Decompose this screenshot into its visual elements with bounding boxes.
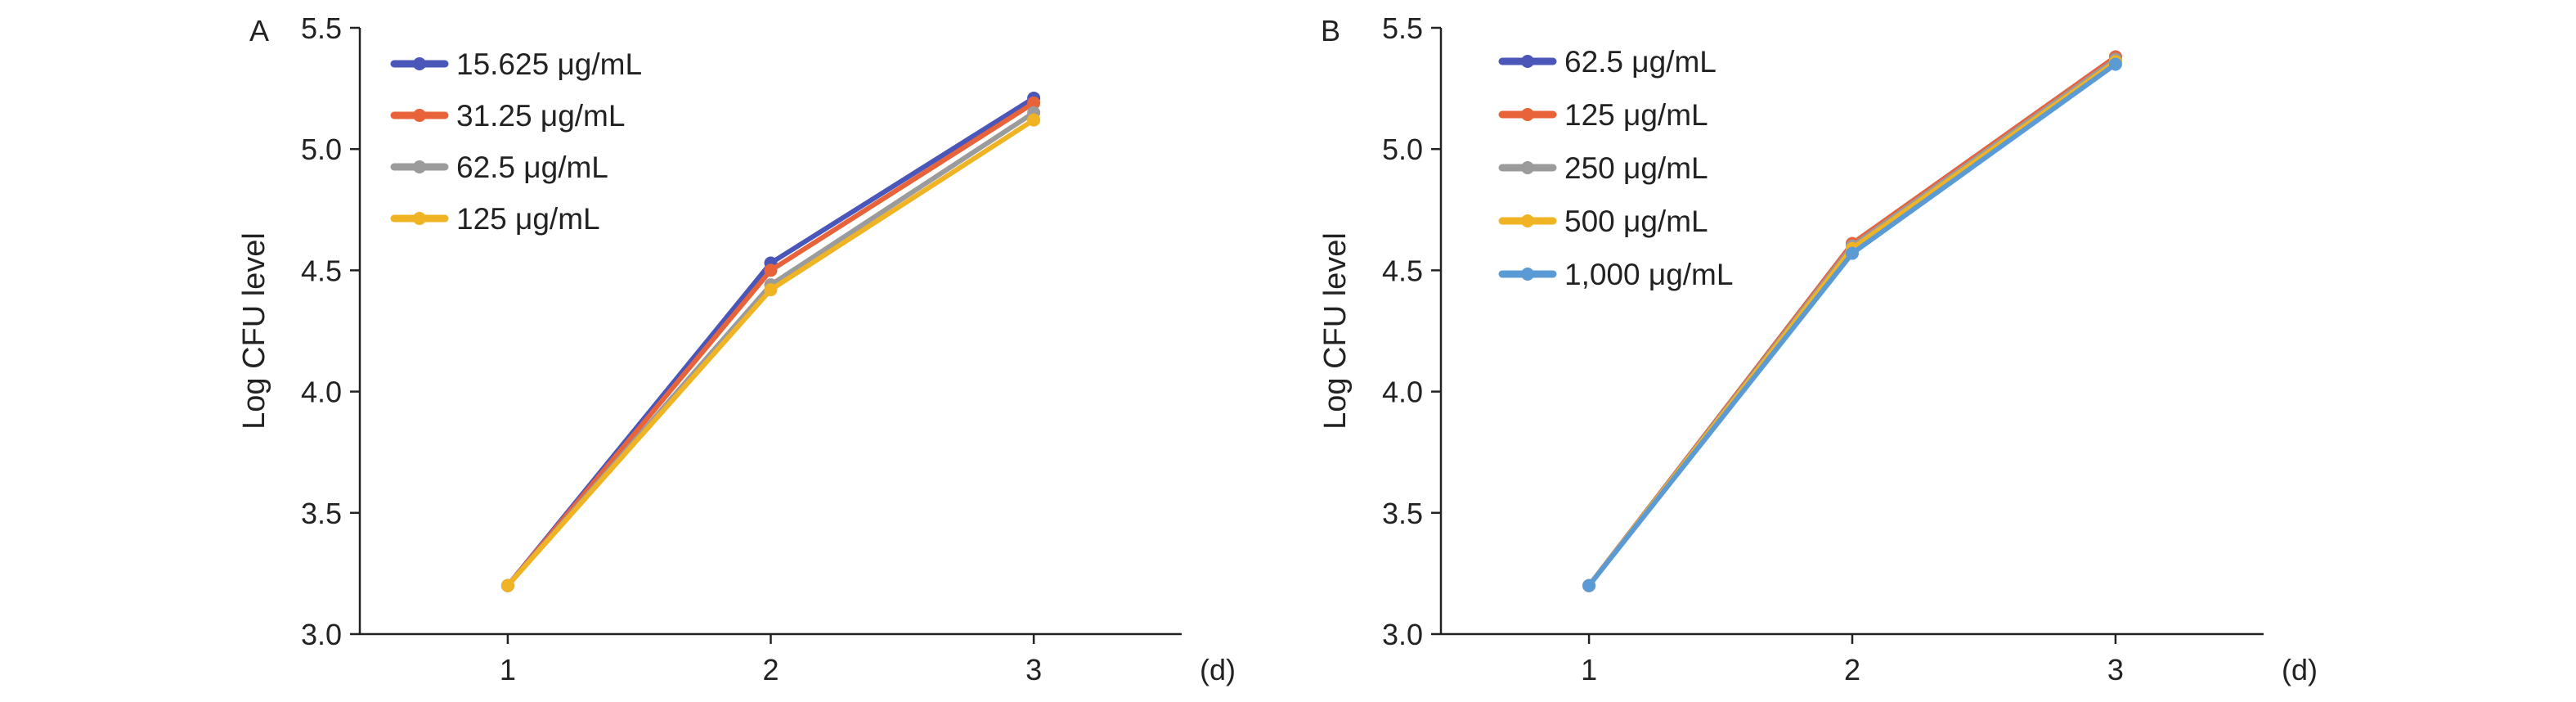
data-point-s3-p1: [764, 283, 778, 297]
chart-panel-b: B 3.0 3.5 4.0 4.5 5.0 5.5 1 2 3 (d) Log CFU level 62…: [1318, 11, 2318, 686]
x-axis-label: (d): [1200, 653, 1236, 686]
x-axis-label: (d): [2282, 653, 2318, 686]
data-point-s4-p2: [2108, 57, 2122, 71]
series-line-4: [1586, 61, 2118, 588]
y-tick-label: 5.5: [1382, 11, 1423, 45]
x-tick-label: 2: [1844, 653, 1860, 686]
x-tick-label: 3: [2107, 653, 2124, 686]
legend-label: 62.5 μg/mL: [1564, 45, 1717, 79]
legend-label: 31.25 μg/mL: [456, 99, 625, 133]
chart-panel-a: A 3.0 3.5 4.0 4.5 5.0 5.5 1 2 3 (d) Log CFU level 15…: [237, 11, 1236, 686]
legend-swatch-marker: [1521, 161, 1534, 174]
data-point-s4-p1: [1846, 246, 1859, 260]
data-point-s3-p2: [1027, 113, 1041, 127]
panel-label: B: [1321, 14, 1340, 47]
data-point-s1-p1: [764, 263, 778, 277]
legend-label: 125 μg/mL: [456, 202, 600, 236]
y-tick-label: 5.5: [301, 11, 342, 45]
y-tick-label: 3.5: [301, 497, 342, 530]
legend-swatch-marker: [1521, 214, 1534, 227]
legend-swatch-marker: [413, 57, 426, 70]
series-line-3: [505, 117, 1037, 588]
y-tick-label: 3.5: [1382, 497, 1423, 530]
series-line-0: [1586, 54, 2118, 588]
data-point-s1-p2: [1027, 96, 1041, 110]
series-line-1: [1586, 54, 2118, 588]
y-tick-label: 4.0: [1382, 376, 1423, 409]
panel-label: A: [249, 14, 269, 47]
data-point-s4-p0: [1582, 578, 1596, 592]
y-tick-label: 4.0: [301, 376, 342, 409]
y-tick-label: 5.0: [1382, 133, 1423, 166]
y-axis-label: Log CFU level: [1318, 232, 1353, 430]
y-tick-label: 4.5: [1382, 254, 1423, 287]
y-tick-label: 3.0: [1382, 618, 1423, 651]
legend-label: 62.5 μg/mL: [456, 151, 608, 184]
x-tick-label: 2: [762, 653, 779, 686]
legend-swatch-marker: [1521, 268, 1534, 281]
legend-label: 125 μg/mL: [1564, 98, 1708, 132]
series-line-2: [1586, 56, 2118, 588]
legend-swatch-marker: [1521, 55, 1534, 68]
legend-label: 250 μg/mL: [1564, 151, 1708, 185]
legend-label: 500 μg/mL: [1564, 205, 1708, 238]
legend-swatch-marker: [413, 212, 426, 225]
y-axis-label: Log CFU level: [237, 232, 272, 430]
data-point-s3-p0: [500, 578, 514, 592]
x-tick-label: 1: [500, 653, 516, 686]
legend-label: 15.625 μg/mL: [456, 47, 642, 81]
y-tick-label: 4.5: [301, 254, 342, 287]
y-tick-label: 3.0: [301, 618, 342, 651]
x-tick-label: 1: [1581, 653, 1597, 686]
legend-swatch-marker: [413, 160, 426, 173]
legend-swatch-marker: [1521, 108, 1534, 121]
x-tick-label: 3: [1025, 653, 1042, 686]
y-tick-label: 5.0: [301, 133, 342, 166]
series-line-3: [1586, 59, 2118, 588]
legend-label: 1,000 μg/mL: [1564, 258, 1733, 291]
legend-swatch-marker: [413, 109, 426, 122]
